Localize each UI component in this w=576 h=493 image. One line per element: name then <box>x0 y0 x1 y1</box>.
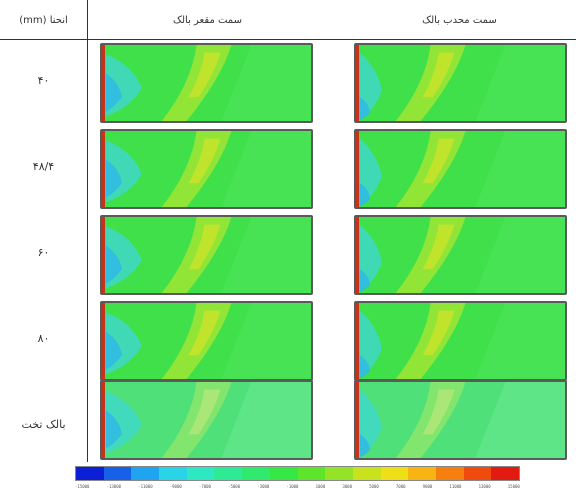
row-label-60: ۶۰ <box>37 246 50 259</box>
colorbar-segment <box>269 467 298 480</box>
colorbar-tick: 1000 <box>315 484 326 489</box>
colorbar-tick: 5000 <box>369 484 379 489</box>
colorbar-segment <box>159 467 187 480</box>
convex-contour-flat <box>354 380 567 460</box>
contour-comparison-table: انحنا (mm) سمت مقعر بالک سمت محدب بالک ۴… <box>0 0 576 462</box>
colorbar-segment <box>297 467 326 480</box>
colorbar-segment <box>352 467 381 480</box>
convex-contour-48-4 <box>354 129 567 209</box>
convex-contour-40 <box>354 43 567 123</box>
concave-contour-48-4 <box>100 129 313 209</box>
colorbar-segment <box>76 467 104 480</box>
convex-contour-60 <box>354 215 567 295</box>
colorbar-segment <box>103 467 132 480</box>
colorbar-segment <box>380 467 409 480</box>
colorbar-tick: -15000 <box>75 484 90 489</box>
row-label-40: ۴۰ <box>37 74 50 87</box>
colorbar-tick-labels: -15000 -13000 -11000 -9000 -7000 -5000 -3000 -1… <box>75 484 520 489</box>
colorbar-segment <box>325 467 353 480</box>
colorbar-segment <box>214 467 243 480</box>
colorbar-segment <box>242 467 270 480</box>
concave-side-header: سمت مقعر بالک <box>173 15 242 26</box>
concave-contour-80 <box>100 301 313 381</box>
colorbar-tick: -11000 <box>138 484 153 489</box>
colorbar-tick: -13000 <box>106 484 122 489</box>
colorbar-segment <box>463 467 492 480</box>
row-label-48-4: ۴۸/۴ <box>32 160 55 173</box>
row-label-flat: بالک تخت <box>21 418 66 431</box>
pressure-colorbar <box>75 466 520 481</box>
colorbar-segment <box>131 467 160 480</box>
colorbar-tick: -5000 <box>228 484 241 489</box>
colorbar-tick: 9000 <box>422 484 433 489</box>
curvature-column-header: انحنا (mm) <box>19 15 68 26</box>
convex-side-header: سمت محدب بالک <box>422 15 497 26</box>
colorbar-tick: 13000 <box>478 484 491 489</box>
colorbar-tick: 7000 <box>395 484 406 489</box>
colorbar-tick: -7000 <box>198 484 211 489</box>
colorbar-segment <box>491 467 519 480</box>
colorbar-segment <box>435 467 464 480</box>
concave-contour-60 <box>100 215 313 295</box>
colorbar-tick: 3000 <box>342 484 352 489</box>
colorbar-segment <box>408 467 436 480</box>
colorbar-tick: -9000 <box>169 484 182 489</box>
concave-contour-40 <box>100 43 313 123</box>
concave-contour-flat <box>100 380 313 460</box>
row-label-80: ۸۰ <box>37 332 50 345</box>
colorbar-tick: -3000 <box>257 484 270 489</box>
colorbar-tick: -1000 <box>286 484 299 489</box>
header-divider <box>0 39 576 40</box>
convex-contour-80 <box>354 301 567 381</box>
colorbar-tick: 15000 <box>507 484 520 489</box>
colorbar-tick: 11000 <box>449 484 462 489</box>
label-column-divider <box>87 0 88 462</box>
colorbar-segment <box>186 467 215 480</box>
